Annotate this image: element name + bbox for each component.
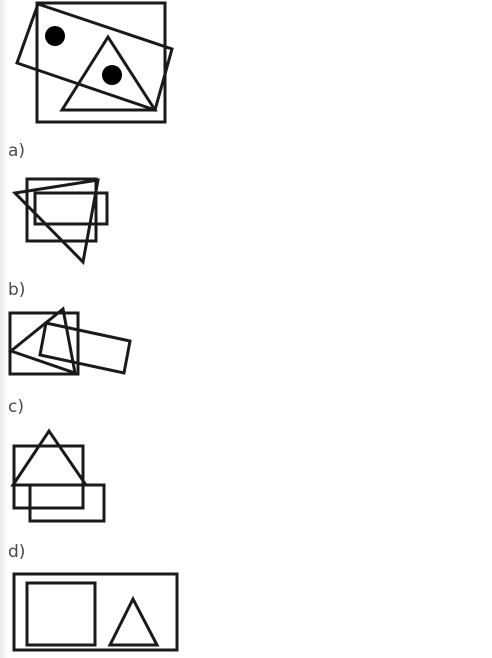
option-b-tilted-rectangle bbox=[38, 321, 132, 375]
page-edge-shadow bbox=[0, 0, 8, 658]
option-a-figure[interactable] bbox=[11, 177, 109, 266]
option-c-square bbox=[12, 444, 85, 510]
question-figure bbox=[15, 1, 174, 124]
option-a-label[interactable]: a) bbox=[8, 141, 26, 161]
option-d-label[interactable]: d) bbox=[8, 542, 26, 562]
question-triangle bbox=[59, 34, 158, 112]
option-d-square bbox=[25, 581, 97, 647]
option-c-label[interactable]: c) bbox=[8, 397, 24, 417]
option-a-rectangle bbox=[33, 191, 109, 226]
question-dot-left bbox=[45, 26, 65, 46]
option-c-figure[interactable] bbox=[10, 428, 106, 523]
option-b-square bbox=[8, 311, 80, 376]
option-d-triangle bbox=[107, 595, 160, 647]
option-c-triangle bbox=[10, 428, 89, 487]
option-d-outer-rectangle bbox=[12, 572, 179, 652]
option-d-figure[interactable] bbox=[12, 572, 179, 652]
option-b-triangle bbox=[7, 306, 77, 376]
option-b-figure[interactable] bbox=[7, 306, 132, 376]
question-dot-right bbox=[102, 65, 122, 85]
option-c-rectangle bbox=[28, 483, 106, 523]
option-a-triangle bbox=[11, 178, 100, 266]
question-square bbox=[35, 1, 167, 124]
option-b-label[interactable]: b) bbox=[8, 280, 26, 300]
